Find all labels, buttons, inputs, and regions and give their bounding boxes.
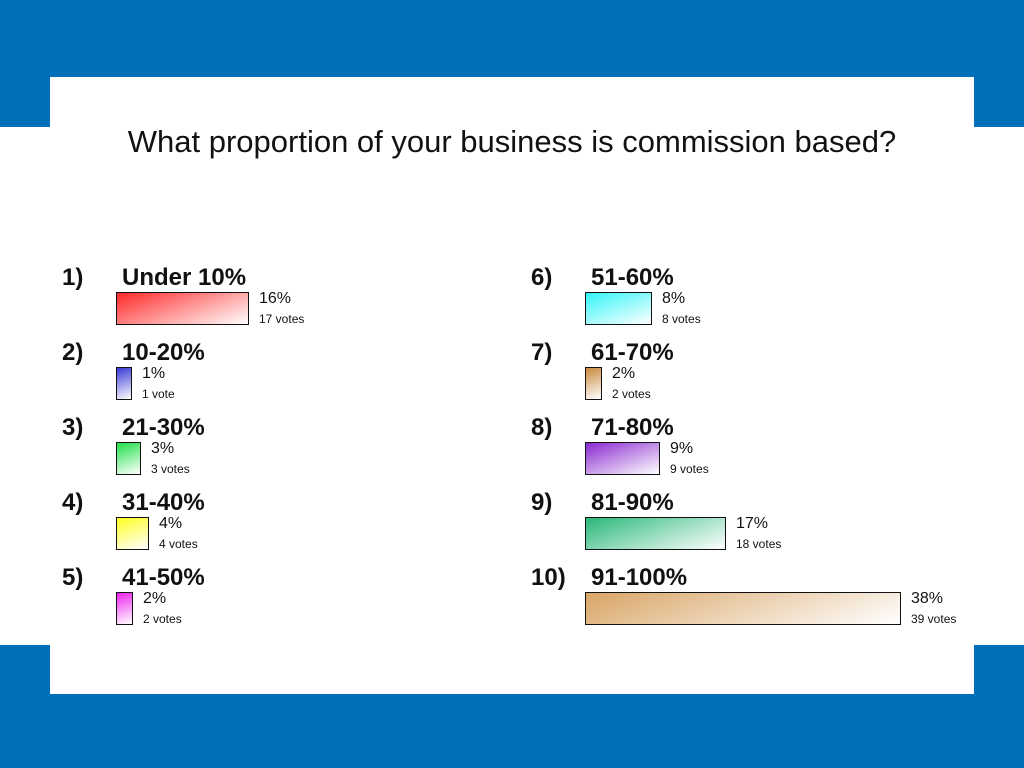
option-number: 10) bbox=[531, 564, 566, 591]
result-bar bbox=[116, 292, 249, 325]
result-bar bbox=[116, 592, 133, 625]
option-number: 2) bbox=[62, 339, 84, 366]
poll-option-5: 5) 41-50% 2% 2 votes bbox=[62, 564, 502, 634]
poll-option-6: 6) 51-60% 8% 8 votes bbox=[531, 264, 971, 334]
vote-count-label: 9 votes bbox=[670, 462, 709, 476]
option-number: 6) bbox=[531, 264, 553, 291]
poll-option-1: 1) Under 10% 16% 17 votes bbox=[62, 264, 502, 334]
result-bar bbox=[116, 442, 141, 475]
option-label: 81-90% bbox=[591, 489, 674, 516]
percent-label: 9% bbox=[670, 440, 694, 457]
vote-count-label: 18 votes bbox=[736, 537, 782, 551]
option-label: 21-30% bbox=[122, 414, 205, 441]
poll-option-10: 10) 91-100% 38% 39 votes bbox=[531, 564, 971, 634]
percent-label: 8% bbox=[662, 290, 686, 307]
result-bar bbox=[585, 367, 602, 400]
result-bar bbox=[585, 517, 726, 550]
result-bar bbox=[116, 367, 132, 400]
slide-panel: What proportion of your business is comm… bbox=[50, 77, 974, 694]
poll-option-2: 2) 10-20% 1% 1 vote bbox=[62, 339, 502, 409]
vote-count-label: 1 vote bbox=[142, 387, 175, 401]
option-label: Under 10% bbox=[122, 264, 247, 291]
option-number: 7) bbox=[531, 339, 553, 366]
result-bar bbox=[116, 517, 149, 550]
page-title: What proportion of your business is comm… bbox=[127, 124, 897, 159]
option-label: 41-50% bbox=[122, 564, 205, 591]
percent-label: 2% bbox=[612, 365, 636, 382]
vote-count-label: 2 votes bbox=[612, 387, 651, 401]
option-number: 5) bbox=[62, 564, 84, 591]
vote-count-label: 8 votes bbox=[662, 312, 701, 326]
poll-option-7: 7) 61-70% 2% 2 votes bbox=[531, 339, 971, 409]
result-bar bbox=[585, 592, 901, 625]
percent-label: 38% bbox=[911, 590, 944, 607]
percent-label: 3% bbox=[151, 440, 175, 457]
result-bar bbox=[585, 442, 660, 475]
percent-label: 16% bbox=[259, 290, 292, 307]
vote-count-label: 3 votes bbox=[151, 462, 190, 476]
percent-label: 2% bbox=[143, 590, 167, 607]
option-number: 9) bbox=[531, 489, 553, 516]
result-bar bbox=[585, 292, 652, 325]
poll-option-8: 8) 71-80% 9% 9 votes bbox=[531, 414, 971, 484]
percent-label: 17% bbox=[736, 515, 769, 532]
option-label: 31-40% bbox=[122, 489, 205, 516]
poll-option-3: 3) 21-30% 3% 3 votes bbox=[62, 414, 502, 484]
poll-option-4: 4) 31-40% 4% 4 votes bbox=[62, 489, 502, 559]
option-label: 10-20% bbox=[122, 339, 205, 366]
option-number: 8) bbox=[531, 414, 553, 441]
option-label: 51-60% bbox=[591, 264, 674, 291]
vote-count-label: 39 votes bbox=[911, 612, 957, 626]
option-label: 61-70% bbox=[591, 339, 674, 366]
percent-label: 4% bbox=[159, 515, 183, 532]
option-number: 1) bbox=[62, 264, 84, 291]
option-number: 4) bbox=[62, 489, 84, 516]
vote-count-label: 4 votes bbox=[159, 537, 198, 551]
percent-label: 1% bbox=[142, 365, 166, 382]
option-number: 3) bbox=[62, 414, 84, 441]
option-label: 71-80% bbox=[591, 414, 674, 441]
poll-option-9: 9) 81-90% 17% 18 votes bbox=[531, 489, 971, 559]
vote-count-label: 17 votes bbox=[259, 312, 305, 326]
vote-count-label: 2 votes bbox=[143, 612, 182, 626]
option-label: 91-100% bbox=[591, 564, 688, 591]
